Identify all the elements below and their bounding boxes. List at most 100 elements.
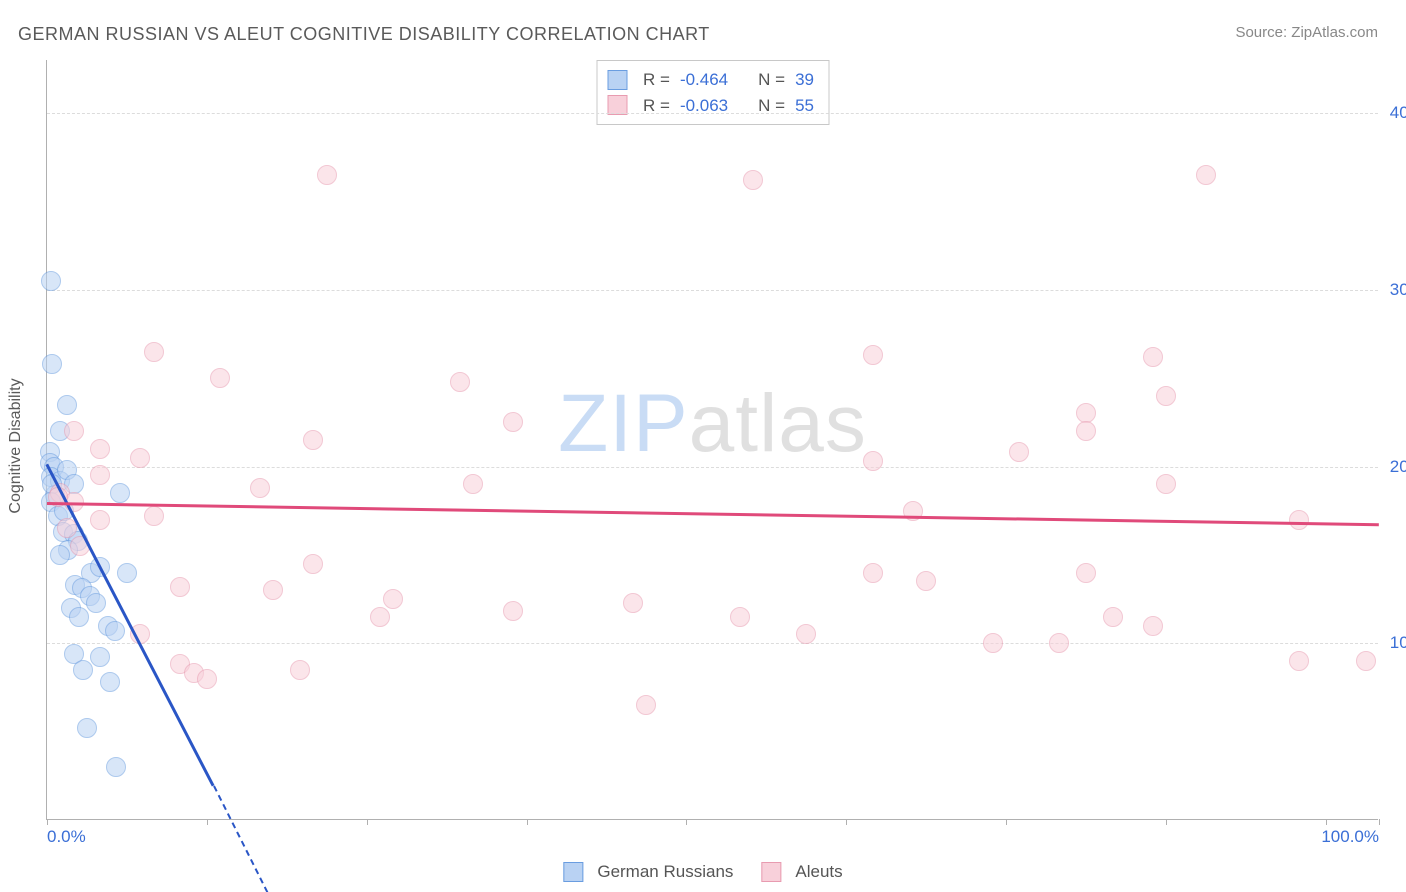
data-point	[1076, 421, 1096, 441]
data-point	[250, 478, 270, 498]
data-point	[303, 554, 323, 574]
gridline	[47, 467, 1378, 468]
data-point	[863, 451, 883, 471]
data-point	[1009, 442, 1029, 462]
watermark-atlas: atlas	[689, 378, 867, 469]
correlation-stats-box: R = -0.464 N = 39 R = -0.063 N = 55	[596, 60, 829, 125]
data-point	[730, 607, 750, 627]
swatch-german-russians	[607, 70, 627, 90]
legend-swatch	[563, 862, 583, 882]
trend-line-extrapolation	[213, 785, 268, 892]
stats-row-german-russians: R = -0.464 N = 39	[607, 67, 814, 93]
legend-label: Aleuts	[795, 862, 842, 882]
x-tick-label: 100.0%	[1321, 827, 1379, 847]
data-point	[383, 589, 403, 609]
watermark-zip: ZIP	[558, 378, 689, 469]
data-point	[916, 571, 936, 591]
n-label: N =	[758, 67, 785, 93]
data-point	[317, 165, 337, 185]
data-point	[41, 271, 61, 291]
data-point	[863, 345, 883, 365]
trend-line	[47, 502, 1379, 526]
data-point	[144, 506, 164, 526]
data-point	[636, 695, 656, 715]
y-tick-label: 10.0%	[1390, 633, 1406, 653]
data-point	[90, 510, 110, 530]
n-label: N =	[758, 93, 785, 119]
stats-row-aleuts: R = -0.063 N = 55	[607, 93, 814, 119]
data-point	[1143, 347, 1163, 367]
data-point	[623, 593, 643, 613]
data-point	[796, 624, 816, 644]
data-point	[170, 577, 190, 597]
data-point	[64, 421, 84, 441]
data-point	[450, 372, 470, 392]
data-point	[117, 563, 137, 583]
legend-item-german-russians: German Russians	[563, 862, 733, 882]
data-point	[1289, 510, 1309, 530]
y-tick-label: 40.0%	[1390, 103, 1406, 123]
chart-title: GERMAN RUSSIAN VS ALEUT COGNITIVE DISABI…	[18, 24, 710, 45]
legend-swatch	[761, 862, 781, 882]
data-point	[130, 448, 150, 468]
data-point	[303, 430, 323, 450]
x-tick	[1326, 819, 1327, 825]
n-value: 55	[795, 93, 814, 119]
data-point	[144, 342, 164, 362]
data-point	[57, 395, 77, 415]
r-label: R =	[643, 93, 670, 119]
data-point	[90, 647, 110, 667]
data-point	[863, 563, 883, 583]
plot-area: ZIPatlas R = -0.464 N = 39 R = -0.063 N …	[46, 60, 1378, 820]
n-value: 39	[795, 67, 814, 93]
data-point	[983, 633, 1003, 653]
x-tick	[1006, 819, 1007, 825]
data-point	[1156, 474, 1176, 494]
gridline	[47, 290, 1378, 291]
watermark: ZIPatlas	[558, 377, 867, 471]
x-tick	[47, 819, 48, 825]
data-point	[503, 601, 523, 621]
data-point	[90, 439, 110, 459]
data-point	[1103, 607, 1123, 627]
data-point	[1049, 633, 1069, 653]
data-point	[263, 580, 283, 600]
data-point	[1196, 165, 1216, 185]
data-point	[69, 607, 89, 627]
data-point	[1076, 563, 1096, 583]
data-point	[90, 465, 110, 485]
data-point	[370, 607, 390, 627]
data-point	[105, 621, 125, 641]
r-value: -0.464	[680, 67, 728, 93]
data-point	[743, 170, 763, 190]
data-point	[106, 757, 126, 777]
gridline	[47, 113, 1378, 114]
x-tick	[686, 819, 687, 825]
x-tick	[1379, 819, 1380, 825]
legend-item-aleuts: Aleuts	[761, 862, 842, 882]
data-point	[1156, 386, 1176, 406]
data-point	[57, 518, 77, 538]
y-tick-label: 20.0%	[1390, 457, 1406, 477]
x-tick	[846, 819, 847, 825]
data-point	[290, 660, 310, 680]
x-tick	[1166, 819, 1167, 825]
data-point	[86, 593, 106, 613]
data-point	[42, 354, 62, 374]
data-point	[1289, 651, 1309, 671]
data-point	[197, 669, 217, 689]
trend-line	[46, 464, 215, 787]
data-point	[100, 672, 120, 692]
data-point	[110, 483, 130, 503]
r-value: -0.063	[680, 93, 728, 119]
y-axis-title: Cognitive Disability	[7, 378, 25, 513]
data-point	[463, 474, 483, 494]
x-tick	[367, 819, 368, 825]
x-tick-label: 0.0%	[47, 827, 86, 847]
series-legend: German Russians Aleuts	[563, 862, 842, 882]
legend-label: German Russians	[597, 862, 733, 882]
source-label: Source: ZipAtlas.com	[1235, 24, 1378, 41]
gridline	[47, 643, 1378, 644]
data-point	[210, 368, 230, 388]
data-point	[503, 412, 523, 432]
